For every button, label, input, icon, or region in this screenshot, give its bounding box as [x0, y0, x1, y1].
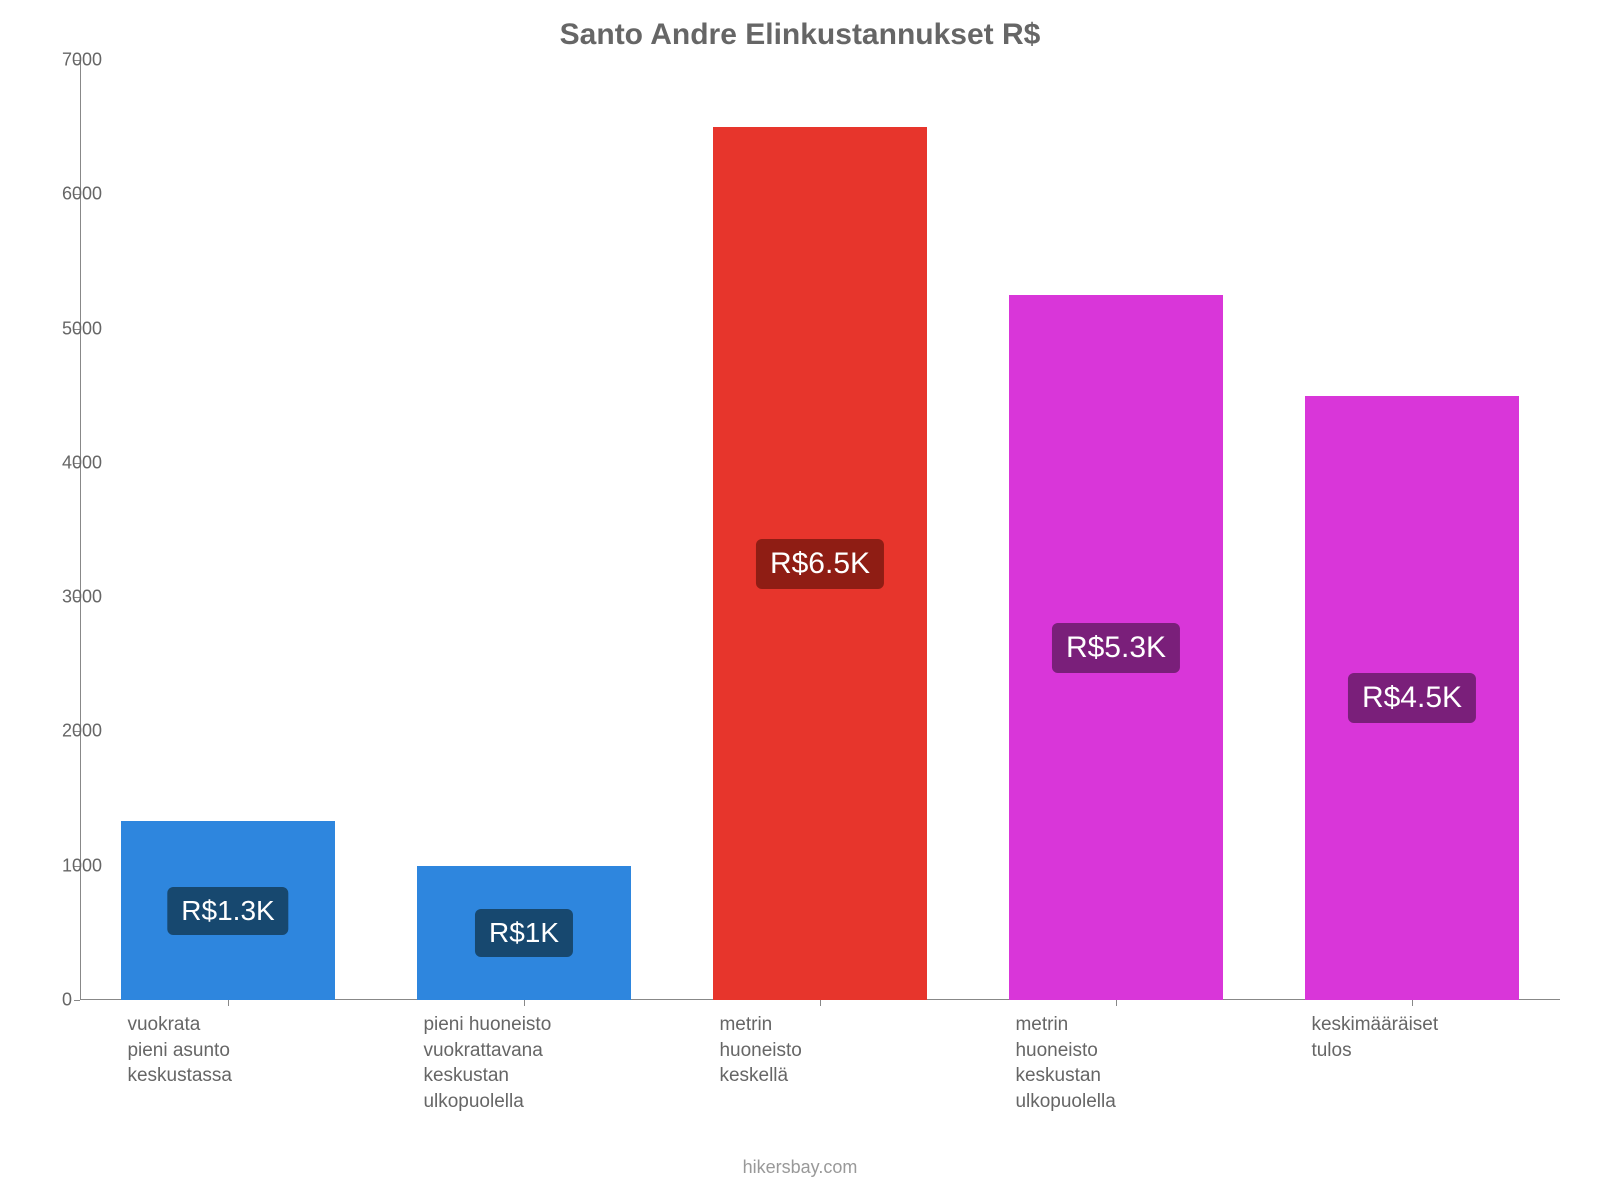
y-tick-label: 0 [62, 990, 66, 1011]
y-tick-label: 3000 [62, 587, 66, 608]
bar-value-text: R$1.3K [181, 895, 274, 926]
x-category-label: vuokratapieni asuntokeskustassa [127, 1012, 380, 1089]
y-tick-label: 7000 [62, 50, 66, 71]
bar-value-label: R$1.3K [167, 887, 288, 935]
y-tick-label: 4000 [62, 452, 66, 473]
x-tick-mark [820, 1000, 821, 1006]
x-category-label: metrinhuoneistokeskellä [719, 1012, 972, 1089]
y-tick-mark [74, 1000, 80, 1001]
chart-container: Santo Andre Elinkustannukset R$ 01000200… [0, 0, 1600, 1200]
chart-title: Santo Andre Elinkustannukset R$ [0, 18, 1600, 52]
bar-value-label: R$5.3K [1052, 623, 1180, 673]
bar-value-text: R$5.3K [1066, 631, 1166, 664]
bar-value-text: R$1K [489, 917, 559, 948]
x-tick-mark [524, 1000, 525, 1006]
attribution-text: hikersbay.com [0, 1157, 1600, 1178]
bar-value-label: R$4.5K [1348, 673, 1476, 723]
x-tick-mark [228, 1000, 229, 1006]
y-tick-label: 1000 [62, 855, 66, 876]
bar-value-label: R$6.5K [756, 539, 884, 589]
x-category-label: keskimääräisettulos [1311, 1012, 1564, 1063]
x-tick-mark [1412, 1000, 1413, 1006]
y-tick-label: 5000 [62, 318, 66, 339]
bar-value-text: R$4.5K [1362, 681, 1462, 714]
x-category-label: metrinhuoneistokeskustanulkopuolella [1015, 1012, 1268, 1115]
bar-value-text: R$6.5K [770, 547, 870, 580]
x-tick-mark [1116, 1000, 1117, 1006]
bar-value-label: R$1K [475, 909, 573, 957]
x-category-label: pieni huoneistovuokrattavanakeskustanulk… [423, 1012, 676, 1115]
y-tick-label: 6000 [62, 184, 66, 205]
plot-area: 01000200030004000500060007000R$1.3Kvuokr… [80, 60, 1560, 1000]
y-tick-label: 2000 [62, 721, 66, 742]
